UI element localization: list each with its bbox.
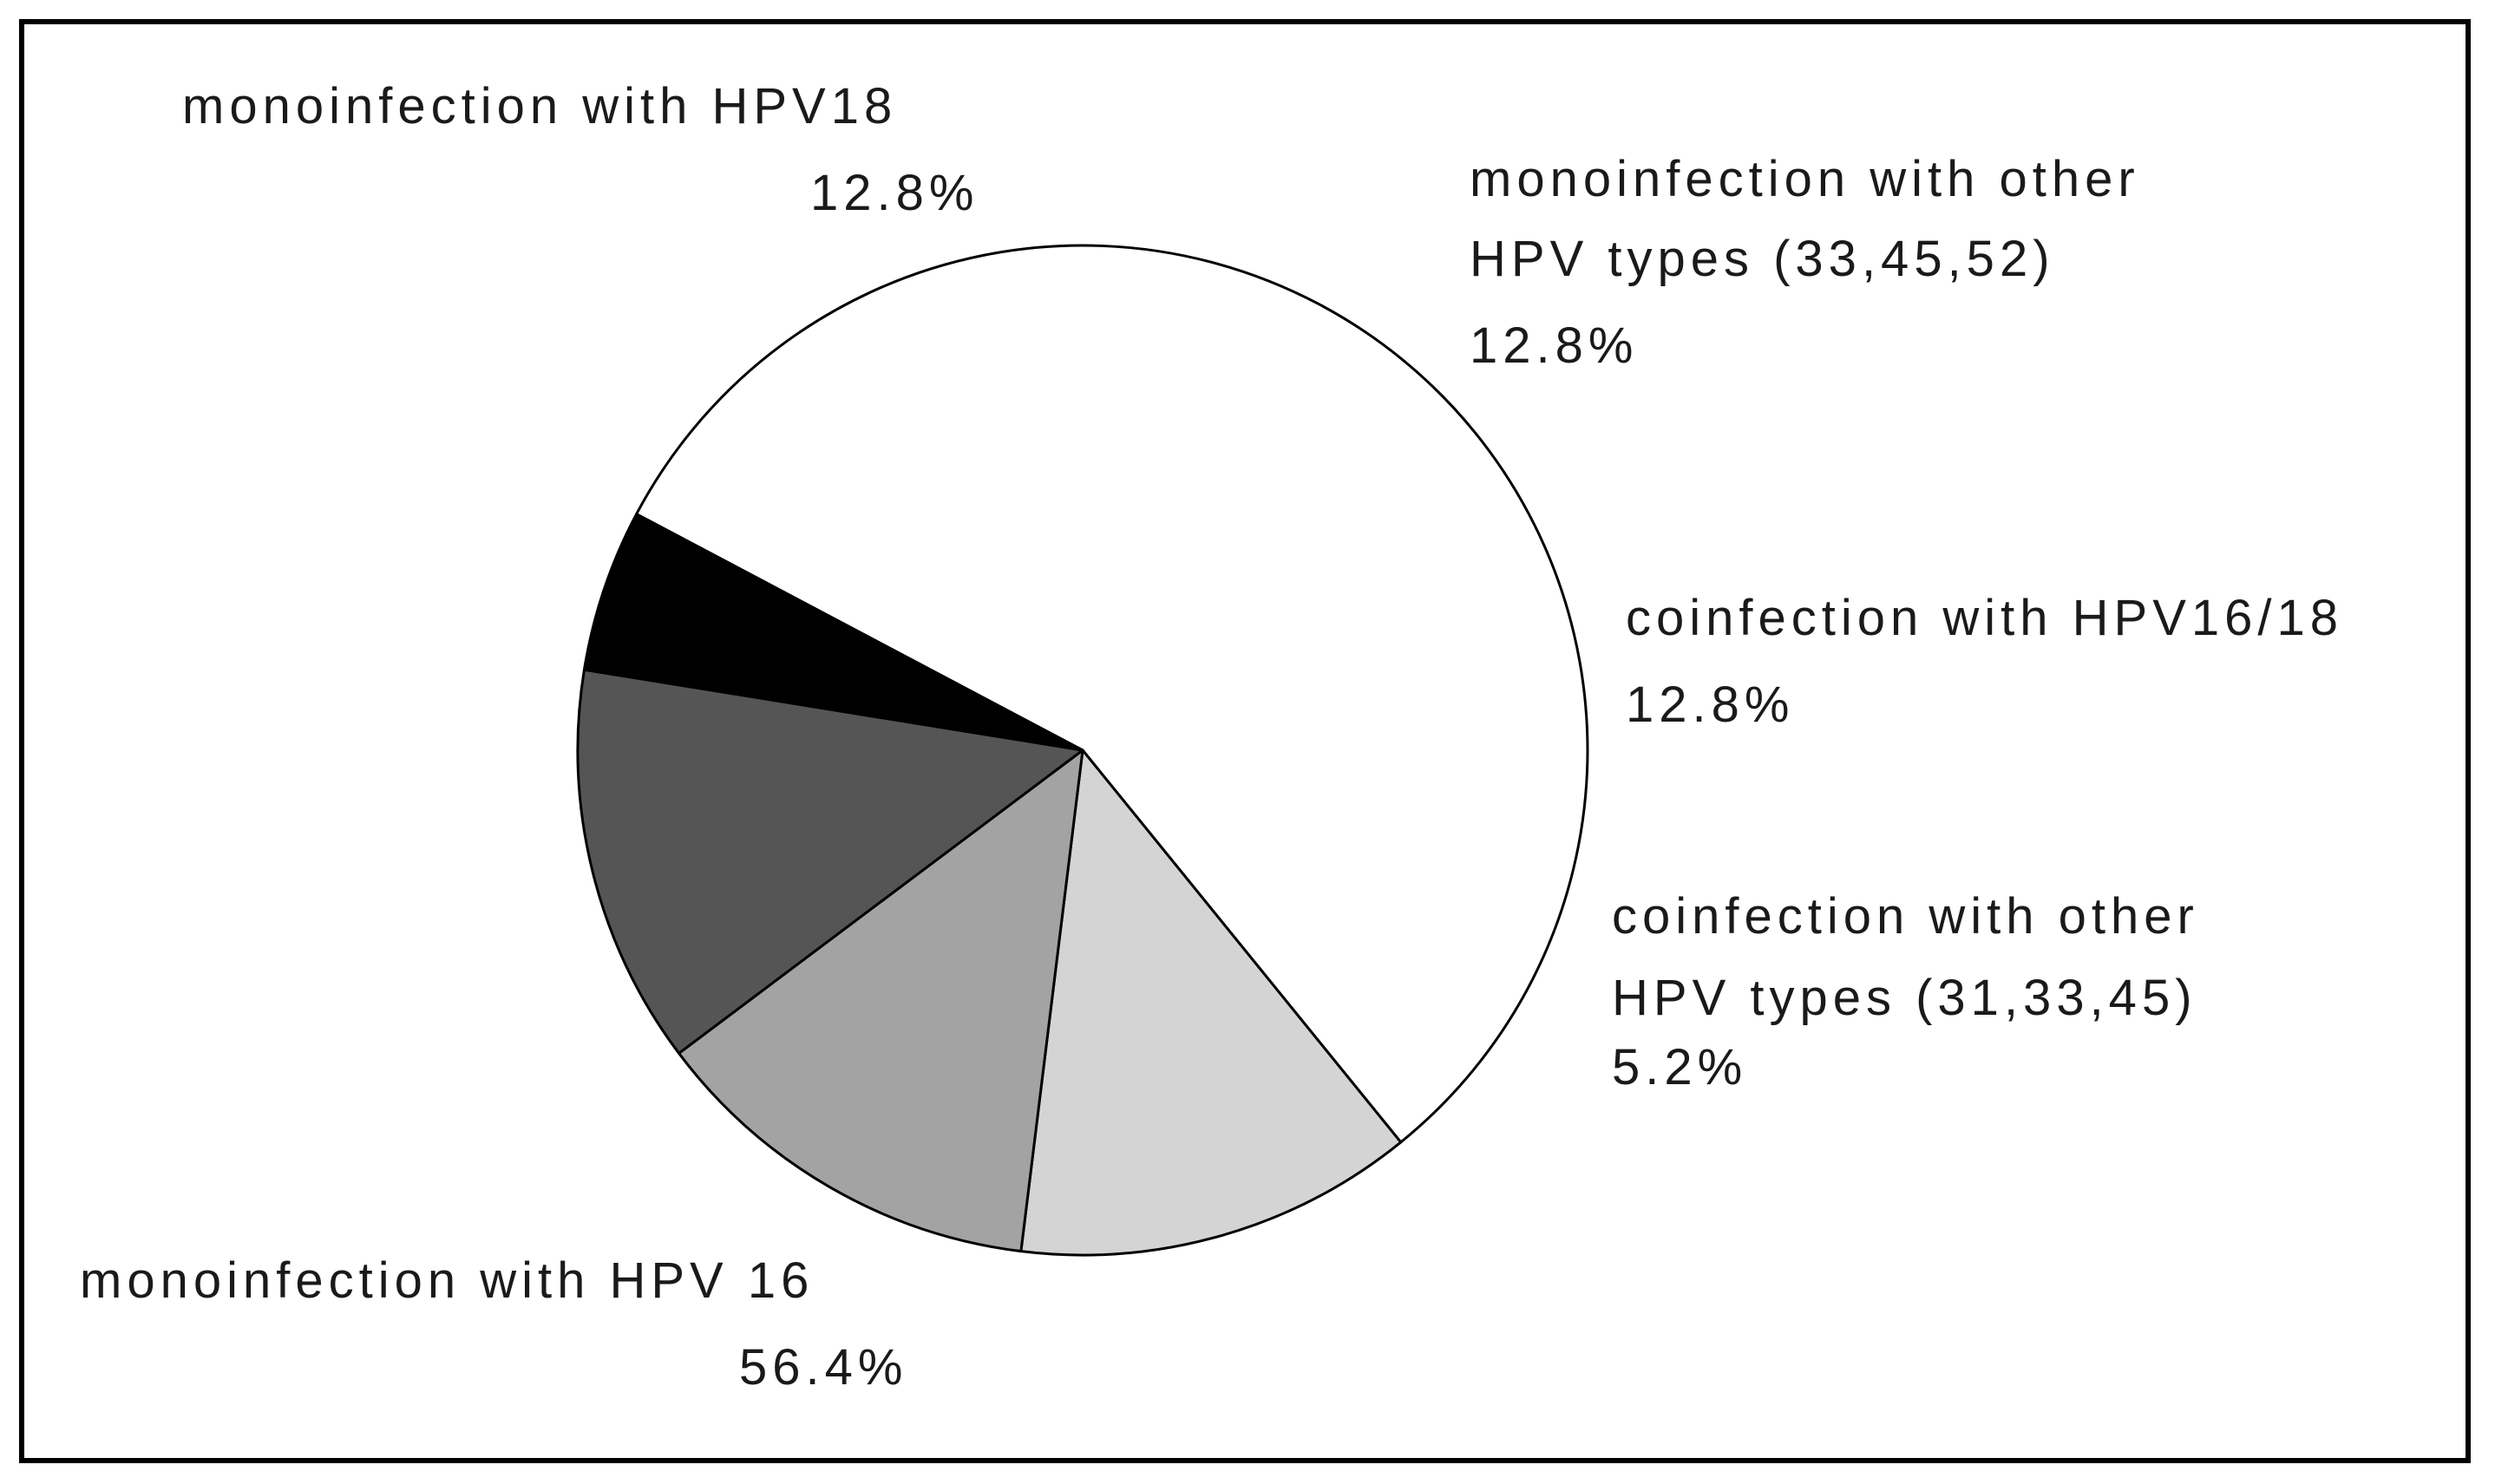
slice-label-co-hpv16-18: coinfection with HPV16/18 [1626, 590, 2343, 646]
slice-value-hpv16: 56.4% [739, 1339, 907, 1396]
pie-slice-hpv18 [1019, 749, 1403, 1257]
slice-value-hpv18: 12.8% [810, 165, 979, 221]
pie-slice-other-mono [678, 749, 1084, 1253]
slice-label-hpv18: monoinfection with HPV18 [182, 78, 897, 134]
slice-label-other-mono-line2: HPV types (33,45,52) [1470, 231, 2055, 287]
slice-label-hpv16: monoinfection with HPV 16 [80, 1252, 814, 1309]
slice-label-co-other-line2: HPV types (31,33,45) [1612, 970, 2197, 1026]
slice-label-co-other-line1: coinfection with other [1612, 888, 2199, 945]
slice-value-other-mono: 12.8% [1470, 317, 1638, 374]
slice-value-co-hpv16-18: 12.8% [1626, 677, 1794, 733]
slice-value-co-other: 5.2% [1612, 1039, 1747, 1095]
pie-slice-co-hpv16-18 [576, 668, 1084, 1055]
pie-slices [576, 244, 1589, 1257]
pie-slice-hpv16 [635, 244, 1589, 1144]
slice-label-other-mono-line1: monoinfection with other [1470, 151, 2140, 207]
pie-slice-co-other [582, 513, 1084, 752]
